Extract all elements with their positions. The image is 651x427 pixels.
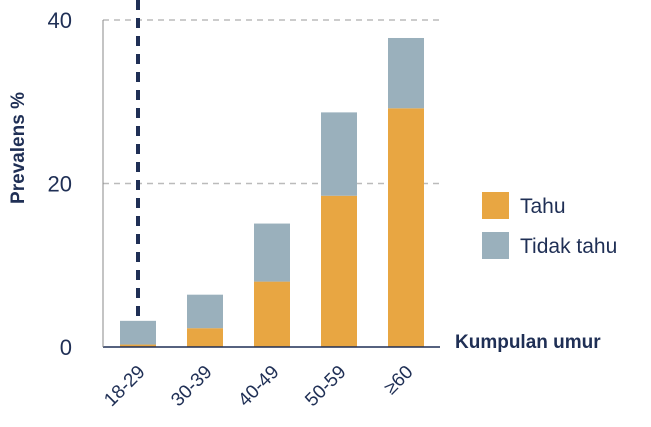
bar-tidak-tahu-1	[187, 294, 223, 329]
legend: Tahu Tidak tahu	[482, 192, 617, 259]
y-tick-labels: 0 20 40	[48, 8, 72, 360]
bars	[120, 37, 424, 347]
y-tick-label: 0	[60, 335, 72, 360]
bar-tidak-tahu-3	[321, 112, 357, 196]
y-tick-label: 40	[48, 8, 72, 33]
bar-tahu-4	[388, 108, 424, 347]
bar-tahu-3	[321, 195, 357, 347]
x-tick-label: 50-59	[301, 362, 350, 411]
grid-lines	[103, 19, 440, 185]
x-tick-label: 40-49	[234, 362, 283, 411]
bar-tidak-tahu-4	[388, 37, 424, 109]
legend-label-0: Tahu	[520, 195, 566, 218]
y-tick-label: 20	[48, 172, 72, 197]
x-axis-title: Kumpulan umur	[455, 332, 601, 353]
legend-swatch-0	[482, 192, 509, 219]
bar-tidak-tahu-2	[254, 223, 290, 282]
y-axis-title: Prevalens %	[8, 92, 29, 204]
bar-tidak-tahu-0	[120, 320, 156, 345]
legend-swatch-1	[482, 232, 509, 259]
x-tick-labels: 18-29 30-39 40-49 50-59 ≥60	[100, 362, 417, 411]
x-tick-label: 30-39	[167, 362, 216, 411]
bar-tahu-2	[254, 281, 290, 347]
x-tick-label: ≥60	[380, 362, 417, 399]
bar-tahu-0	[120, 344, 156, 347]
bar-tahu-1	[187, 328, 223, 347]
x-tick-label: 18-29	[100, 362, 149, 411]
legend-label-1: Tidak tahu	[520, 235, 617, 258]
